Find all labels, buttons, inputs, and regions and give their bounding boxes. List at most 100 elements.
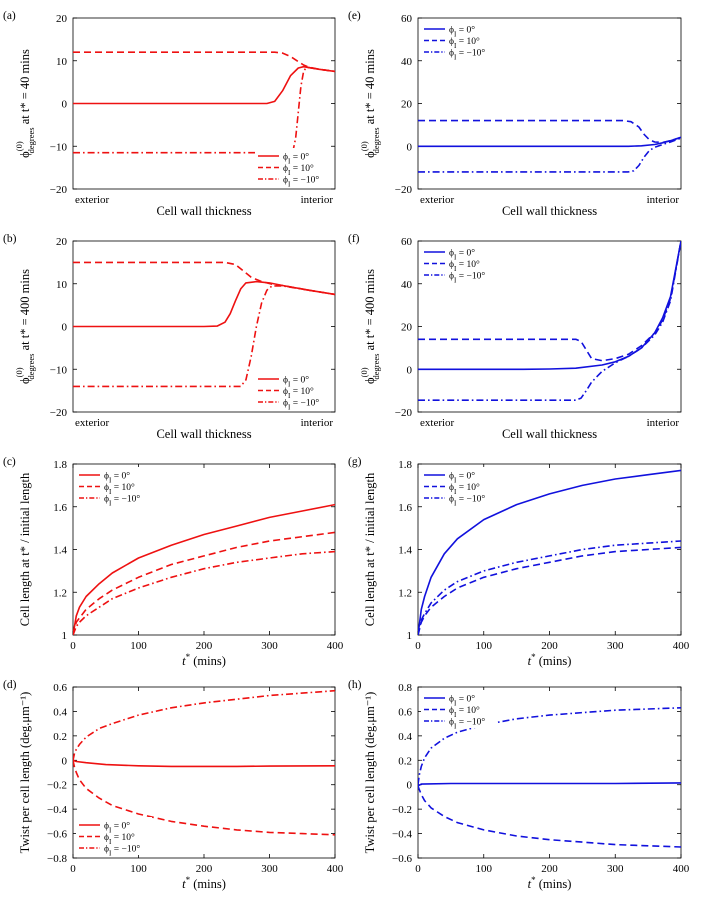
legend-label: ϕI = 0° [449,471,475,485]
y-tick-label: 0 [62,322,68,334]
legend-label: ϕI = −10° [104,494,140,508]
y-tick-label: 0 [407,364,413,376]
y-axis-label: ϕ(0) degrees at t* = 40 mins [14,49,36,158]
x-axis-label: t* (mins) [528,652,572,668]
x-axis-label: t* (mins) [528,875,572,891]
series-line-dashed [73,531,335,635]
y-axis-label: Cell length at t* / initial length [18,472,32,626]
x-tick-label: 100 [476,863,493,875]
legend: ϕI = 0°ϕI = 10°ϕI = −10° [421,21,497,62]
legend-label: ϕI = −10° [449,717,485,731]
x-tick-label: 200 [196,640,213,652]
y-tick-label: 1 [407,630,413,642]
x-tick-label: 200 [541,640,558,652]
x-tick-label: interior [647,194,680,206]
y-tick-label: −0.4 [392,829,412,841]
y-tick-label: 0.2 [53,731,67,743]
legend-label: ϕI = 10° [283,163,314,177]
series-line-dashed [418,119,681,144]
x-tick-label: 0 [415,640,421,652]
series-line-solid [418,782,681,787]
series-line-dashdot [73,689,335,761]
y-tick-label: 1.4 [398,545,412,557]
x-axis-label: Cell wall thickness [502,204,597,218]
legend-label: ϕI = −10° [283,398,319,412]
series-line-dashed [73,760,335,836]
x-tick-label: 300 [607,640,624,652]
series-line-dashed [418,785,681,848]
y-tick-label: −10 [50,364,68,376]
legend-label: ϕI = −10° [449,48,485,62]
y-tick-label: −20 [395,184,413,196]
panel-a: −20 −10 0 10 20 exterior interior Cell wall thi… [3,10,336,218]
panel-label: (e) [348,10,361,22]
panel-b: −20 −10 0 10 20 exterior interior Cell wall thi… [3,233,336,441]
y-tick-label: −0.8 [47,853,67,865]
panel-f: −20 0 20 40 60 exterior interior Cell wall thic… [348,233,682,441]
series-line-solid [73,65,335,105]
series-line-solid [73,759,335,768]
legend-label: ϕI = 0° [104,471,130,485]
series-line-dashed [418,546,681,635]
panel-h: −0.6 −0.4 −0.2 0 0.2 0.4 0.6 0.8 0 100 200 300 400 t*… [348,679,690,891]
y-tick-label: 0.4 [53,706,67,718]
x-tick-label: 100 [476,640,493,652]
x-tick-label: 400 [327,863,344,875]
y-tick-label: −20 [50,184,68,196]
y-tick-label: 60 [401,236,413,248]
y-axis-label: ϕ(0) degrees at t* = 400 mins [14,269,36,384]
y-tick-label: 20 [56,13,68,25]
y-tick-label: 0.4 [398,731,412,743]
x-tick-label: 300 [607,863,624,875]
x-tick-label: exterior [420,194,455,206]
x-tick-label: 300 [261,640,278,652]
y-tick-label: 10 [56,279,68,291]
series-line-dashdot [418,137,681,173]
y-tick-label: 0 [407,141,413,153]
legend-label: ϕI = −10° [283,175,319,189]
y-tick-label: 20 [401,322,413,334]
series-line-solid [418,136,681,148]
panel-label: (a) [3,10,16,22]
legend-label: ϕI = 0° [283,152,309,166]
y-tick-label: 0 [62,755,68,767]
legend-label: ϕI = 0° [104,821,130,835]
y-tick-label: 0.6 [398,706,412,718]
series-line-dashed [73,261,335,296]
legend-label: ϕI = −10° [449,494,485,508]
y-tick-label: 0 [62,99,68,111]
y-axis-label: ϕ(0) degrees at t* = 400 mins [359,269,381,384]
x-axis-label: t* (mins) [182,875,226,891]
x-tick-label: interior [301,417,334,429]
y-tick-label: 1.2 [53,587,67,599]
y-tick-label: 20 [56,236,68,248]
x-tick-label: 0 [415,863,421,875]
y-tick-label: 1 [62,630,68,642]
x-tick-label: exterior [420,417,455,429]
x-tick-label: 100 [130,863,147,875]
y-tick-label: −0.4 [47,804,67,816]
panel-label: (c) [3,456,16,468]
series-line-dashdot [73,285,335,388]
y-tick-label: 1.8 [53,459,67,471]
y-tick-label: 1.6 [398,502,412,514]
series-line-dashed [73,51,335,73]
legend-label: ϕI = 10° [104,482,135,496]
y-tick-label: 20 [401,99,413,111]
series-line-solid [418,469,681,635]
panel-c: 1 1.2 1.4 1.6 1.8 0 100 200 300 400 t* (mins) Cell … [3,456,344,668]
y-axis-label: ϕ(0) degrees at t* = 40 mins [359,49,381,158]
x-tick-label: interior [647,417,680,429]
legend-label: ϕI = −10° [449,271,485,285]
legend: ϕI = 0°ϕI = 10°ϕI = −10° [421,467,497,508]
legend-label: ϕI = 0° [449,25,475,39]
legend: ϕI = 0°ϕI = 10°ϕI = −10° [76,817,152,858]
y-tick-label: −20 [50,407,68,419]
y-tick-label: 0 [407,780,413,792]
y-tick-label: −0.2 [392,804,412,816]
y-tick-label: 0.2 [398,755,412,767]
y-tick-label: 40 [401,56,413,68]
x-tick-label: interior [301,194,334,206]
panel-label: (b) [3,233,17,245]
x-tick-label: 100 [130,640,147,652]
